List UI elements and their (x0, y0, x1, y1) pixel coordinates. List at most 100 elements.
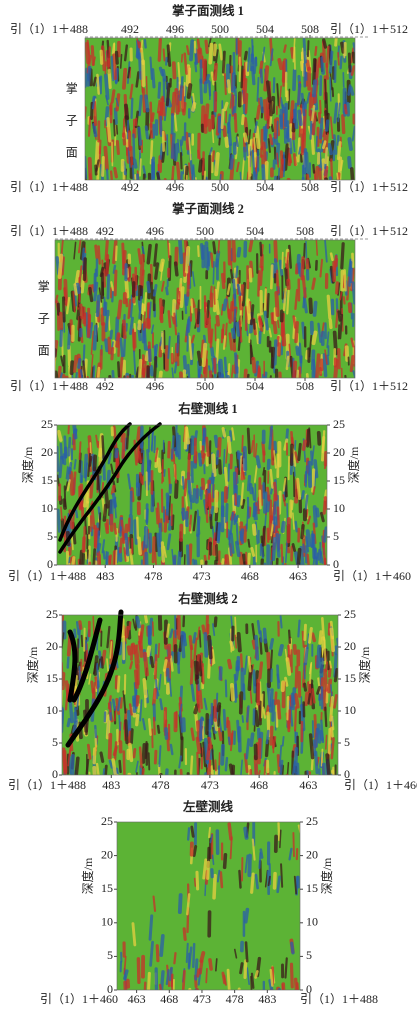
radar-stripe (311, 735, 313, 758)
radar-stripe (167, 495, 169, 514)
radar-stripe (321, 513, 323, 520)
radar-stripe (312, 135, 313, 153)
radar-stripe (130, 704, 132, 714)
end-label: 引（1）1＋512 (330, 379, 408, 393)
radar-stripe (159, 644, 160, 658)
radar-stripe (296, 667, 297, 687)
radar-stripe (330, 320, 331, 327)
radar-stripe (331, 254, 332, 260)
radar-stripe (217, 451, 218, 463)
radar-stripe (253, 67, 254, 83)
radar-stripe (273, 701, 274, 720)
radar-stripe (313, 487, 314, 494)
start-label: 引（1）1＋488 (8, 569, 86, 583)
radar-stripe (203, 626, 204, 633)
radar-stripe (264, 629, 265, 642)
radar-stripe (139, 322, 140, 328)
y-tick-label: 15 (46, 671, 58, 685)
radar-stripe (173, 94, 175, 114)
radar-stripe (245, 52, 246, 59)
radar-stripe (193, 490, 194, 502)
radar-stripe (200, 454, 201, 465)
radar-stripe (154, 690, 156, 704)
radar-stripe (211, 515, 212, 527)
radar-stripe (308, 531, 309, 545)
radar-stripe (130, 745, 132, 761)
radar-stripe (130, 662, 132, 668)
radar-stripe (331, 697, 333, 720)
radar-stripe (259, 740, 260, 763)
radar-stripe (175, 362, 176, 372)
radar-stripe (261, 70, 262, 83)
radar-stripe (85, 157, 86, 179)
y-tick-label: 0 (52, 767, 58, 781)
panel-title: 左壁测线 (182, 799, 234, 814)
radar-stripe (118, 362, 119, 376)
side-label: 掌子面 (36, 280, 50, 376)
radar-stripe (327, 755, 329, 774)
radar-stripe (272, 125, 273, 131)
radar-stripe (284, 45, 285, 51)
radar-stripe (219, 439, 220, 456)
y-tick-label-right: 0 (333, 557, 339, 571)
radar-stripe (227, 718, 228, 727)
radar-stripe (242, 436, 243, 452)
radar-stripe (336, 259, 337, 266)
radar-stripe (89, 117, 90, 135)
radar-stripe (111, 331, 112, 338)
radar-stripe (135, 324, 136, 331)
radar-stripe (215, 760, 216, 770)
radar-stripe (295, 749, 296, 772)
radar-stripe (210, 287, 211, 299)
radar-stripe (98, 531, 99, 551)
radar-stripe (349, 139, 351, 149)
radar-stripe (74, 473, 75, 494)
radar-stripe (251, 306, 253, 324)
radar-stripe (225, 74, 226, 94)
radar-stripe (181, 153, 182, 168)
radar-stripe (291, 964, 292, 987)
radar-stripe (192, 685, 194, 700)
radar-stripe (192, 165, 193, 180)
radar-stripe (215, 618, 216, 626)
radar-stripe (320, 119, 322, 138)
radar-stripe (75, 357, 76, 372)
radar-stripe (303, 277, 305, 297)
radar-stripe (299, 111, 301, 124)
radar-stripe (58, 510, 59, 531)
radar-stripe (304, 664, 305, 679)
radar-stripe (261, 243, 262, 255)
radar-stripe (229, 438, 230, 452)
radar-stripe (304, 244, 305, 258)
radar-stripe (352, 339, 354, 346)
radar-stripe (289, 711, 290, 729)
radar-stripe (121, 698, 122, 707)
y-tick-label: 25 (46, 607, 58, 621)
radar-stripe (78, 285, 79, 292)
radar-stripe (339, 312, 340, 320)
radar-stripe (197, 738, 199, 752)
radar-stripe (119, 716, 120, 730)
radar-stripe (313, 165, 314, 173)
radar-stripe (83, 538, 84, 551)
radar-stripe (233, 240, 234, 260)
radar-stripe (187, 133, 188, 148)
radar-stripe (283, 325, 285, 345)
radar-stripe (230, 334, 232, 350)
radar-stripe (159, 459, 160, 471)
radar-stripe (160, 699, 161, 709)
radar-stripe (85, 455, 86, 476)
radar-stripe (245, 961, 246, 978)
radar-stripe (234, 310, 235, 333)
radar-stripe (351, 88, 353, 94)
radar-stripe (159, 83, 160, 97)
radar-stripe (265, 564, 266, 575)
radar-stripe (65, 486, 66, 506)
radar-stripe (141, 626, 143, 642)
radar-stripe (176, 90, 177, 113)
radar-stripe (96, 246, 97, 258)
y-tick-label: 5 (47, 529, 53, 543)
radar-stripe (133, 645, 134, 653)
radar-stripe (338, 143, 340, 159)
radar-stripe (267, 488, 268, 500)
